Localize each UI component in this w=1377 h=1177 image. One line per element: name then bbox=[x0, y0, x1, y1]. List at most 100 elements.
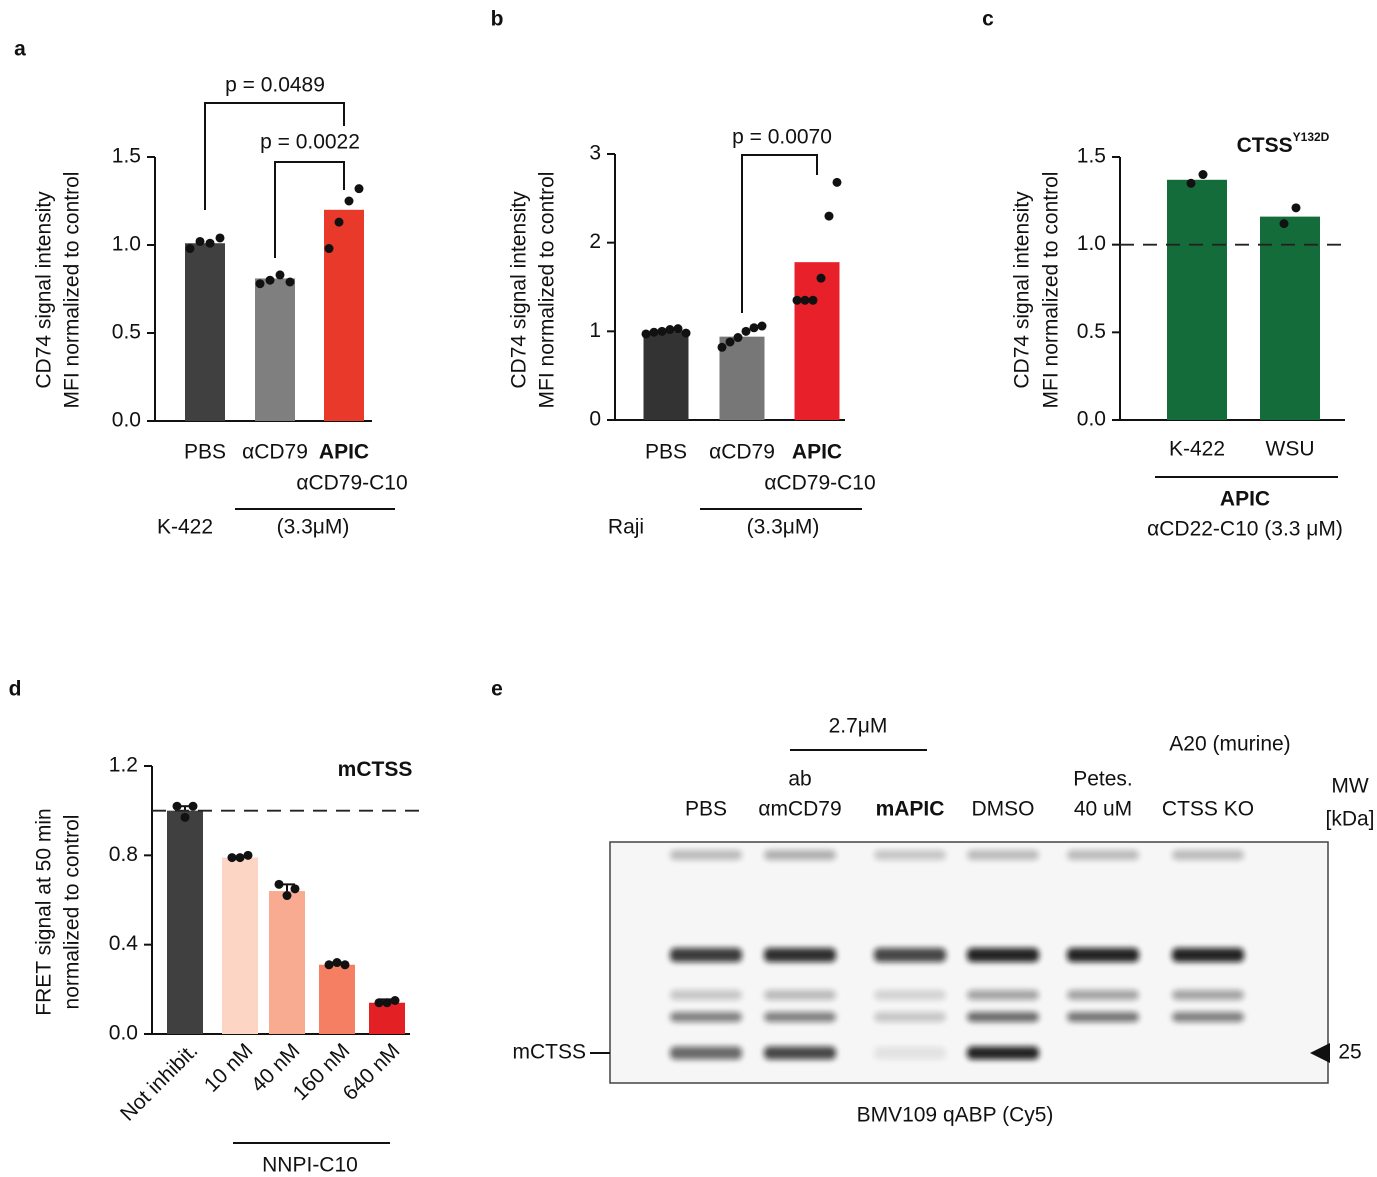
data-point bbox=[324, 960, 334, 970]
bar bbox=[1167, 179, 1227, 420]
bar bbox=[719, 336, 765, 420]
bar bbox=[1260, 216, 1320, 420]
significance-bracket bbox=[741, 154, 818, 313]
category-sublabel: αCD79-C10 bbox=[296, 472, 407, 495]
y-tick-label: 3 bbox=[589, 142, 601, 165]
band bbox=[874, 948, 946, 962]
y-tick-label: 0 bbox=[589, 408, 601, 431]
data-point bbox=[374, 998, 384, 1008]
data-point bbox=[673, 324, 683, 334]
lane-label: CTSS KO bbox=[1162, 798, 1254, 821]
category-label: APIC bbox=[319, 441, 369, 464]
band bbox=[874, 1012, 946, 1022]
marker-arrow bbox=[1310, 1043, 1330, 1063]
data-point bbox=[665, 325, 675, 335]
lane-label: 40 uM bbox=[1074, 798, 1132, 821]
data-point bbox=[808, 295, 818, 305]
data-point bbox=[205, 238, 215, 248]
lane-label: ab bbox=[788, 768, 811, 791]
data-point bbox=[717, 342, 727, 352]
band bbox=[670, 1012, 742, 1022]
y-tick-label: 0.0 bbox=[112, 409, 141, 432]
y-tick-label: 0.0 bbox=[109, 1022, 138, 1045]
cell-line: Raji bbox=[608, 516, 644, 539]
data-point bbox=[733, 333, 743, 343]
y-tick-label: 1.0 bbox=[1077, 232, 1106, 255]
band bbox=[670, 990, 742, 1000]
concentration: 2.7μM bbox=[829, 715, 888, 738]
treatment: (3.3μM) bbox=[277, 516, 350, 539]
data-point bbox=[792, 295, 802, 305]
y-tick-label: 1.5 bbox=[112, 145, 141, 168]
category-label: WSU bbox=[1266, 438, 1315, 461]
band bbox=[874, 1046, 946, 1060]
band bbox=[1172, 990, 1244, 1000]
data-point bbox=[657, 326, 667, 336]
data-point bbox=[832, 177, 842, 187]
data-point bbox=[227, 853, 237, 863]
data-point bbox=[649, 327, 659, 337]
treatment: NNPI-C10 bbox=[262, 1154, 358, 1177]
data-point bbox=[332, 958, 342, 968]
panel-letter: a bbox=[14, 38, 26, 61]
y-axis-label: MFI normalized to control bbox=[536, 172, 559, 409]
data-point bbox=[235, 853, 245, 863]
band bbox=[967, 850, 1039, 860]
data-point bbox=[382, 998, 392, 1008]
y-tick-label: 1 bbox=[589, 319, 601, 342]
band bbox=[967, 948, 1039, 962]
data-point bbox=[172, 801, 182, 811]
data-point bbox=[243, 850, 253, 860]
y-tick-label: 1.0 bbox=[112, 233, 141, 256]
y-axis-label: MFI normalized to control bbox=[1040, 172, 1063, 409]
data-point bbox=[1186, 178, 1196, 188]
data-point bbox=[285, 277, 295, 287]
data-point bbox=[816, 273, 826, 283]
bar bbox=[222, 857, 258, 1034]
data-point bbox=[1198, 170, 1208, 180]
data-point bbox=[215, 233, 225, 243]
data-point bbox=[390, 996, 400, 1005]
panel-letter: c bbox=[982, 8, 994, 31]
bar bbox=[167, 810, 203, 1034]
y-axis-label: MFI normalized to control bbox=[61, 172, 84, 409]
y-tick-label: 0.5 bbox=[1077, 320, 1106, 343]
annotation: CTSSY132D bbox=[1237, 130, 1330, 156]
y-axis-label: CD74 signal intensity bbox=[508, 191, 531, 389]
lane-label: Petes. bbox=[1073, 768, 1133, 791]
band bbox=[764, 850, 836, 860]
band bbox=[874, 990, 946, 1000]
bar bbox=[369, 1002, 405, 1034]
p-value: p = 0.0070 bbox=[732, 126, 832, 149]
data-point bbox=[185, 244, 195, 254]
data-point bbox=[1279, 219, 1289, 229]
bar bbox=[643, 331, 689, 420]
lane-label: PBS bbox=[685, 798, 727, 821]
data-point bbox=[282, 891, 292, 901]
cell-line: K-422 bbox=[157, 516, 213, 539]
category-label: αCD79 bbox=[242, 441, 308, 464]
band-label: mCTSS bbox=[513, 1041, 587, 1064]
y-tick-label: 0.8 bbox=[109, 843, 138, 866]
band bbox=[967, 1046, 1039, 1060]
bar bbox=[319, 964, 355, 1034]
data-point bbox=[741, 326, 751, 336]
data-point bbox=[275, 270, 285, 280]
category-label: PBS bbox=[184, 441, 226, 464]
annotation: mCTSS bbox=[338, 758, 413, 781]
cell-line: A20 (murine) bbox=[1169, 733, 1290, 756]
band bbox=[1067, 850, 1139, 860]
annotation-superscript: Y132D bbox=[1293, 130, 1330, 144]
band bbox=[764, 1012, 836, 1022]
data-point bbox=[195, 236, 205, 246]
band bbox=[967, 990, 1039, 1000]
mw-label: MW bbox=[1331, 775, 1368, 798]
data-point bbox=[725, 337, 735, 347]
marker-label: 25 bbox=[1338, 1041, 1361, 1064]
panel-letter: e bbox=[491, 678, 503, 701]
band bbox=[1067, 948, 1139, 962]
band bbox=[670, 850, 742, 860]
data-point bbox=[180, 812, 190, 822]
